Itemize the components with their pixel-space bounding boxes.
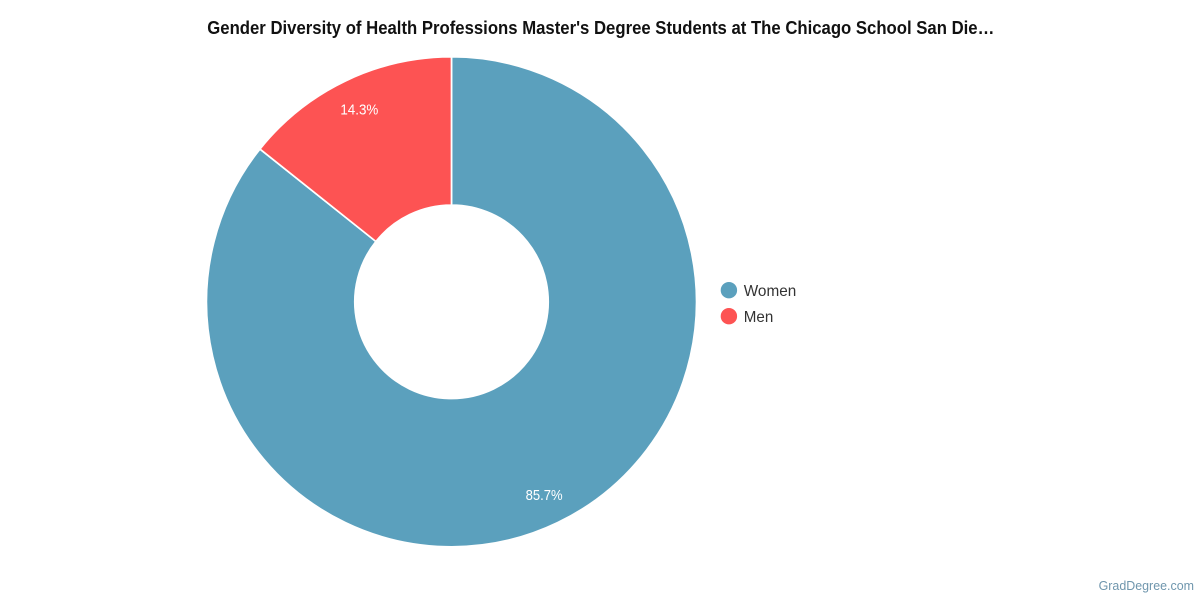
svg-text:Women: Women: [744, 283, 797, 300]
svg-text:Gender Diversity of Health Pro: Gender Diversity of Health Professions M…: [207, 18, 994, 38]
svg-text:85.7%: 85.7%: [526, 488, 563, 504]
svg-text:14.3%: 14.3%: [340, 103, 378, 119]
svg-text:Men: Men: [744, 309, 774, 326]
svg-text:GradDegree.com: GradDegree.com: [1099, 578, 1194, 593]
